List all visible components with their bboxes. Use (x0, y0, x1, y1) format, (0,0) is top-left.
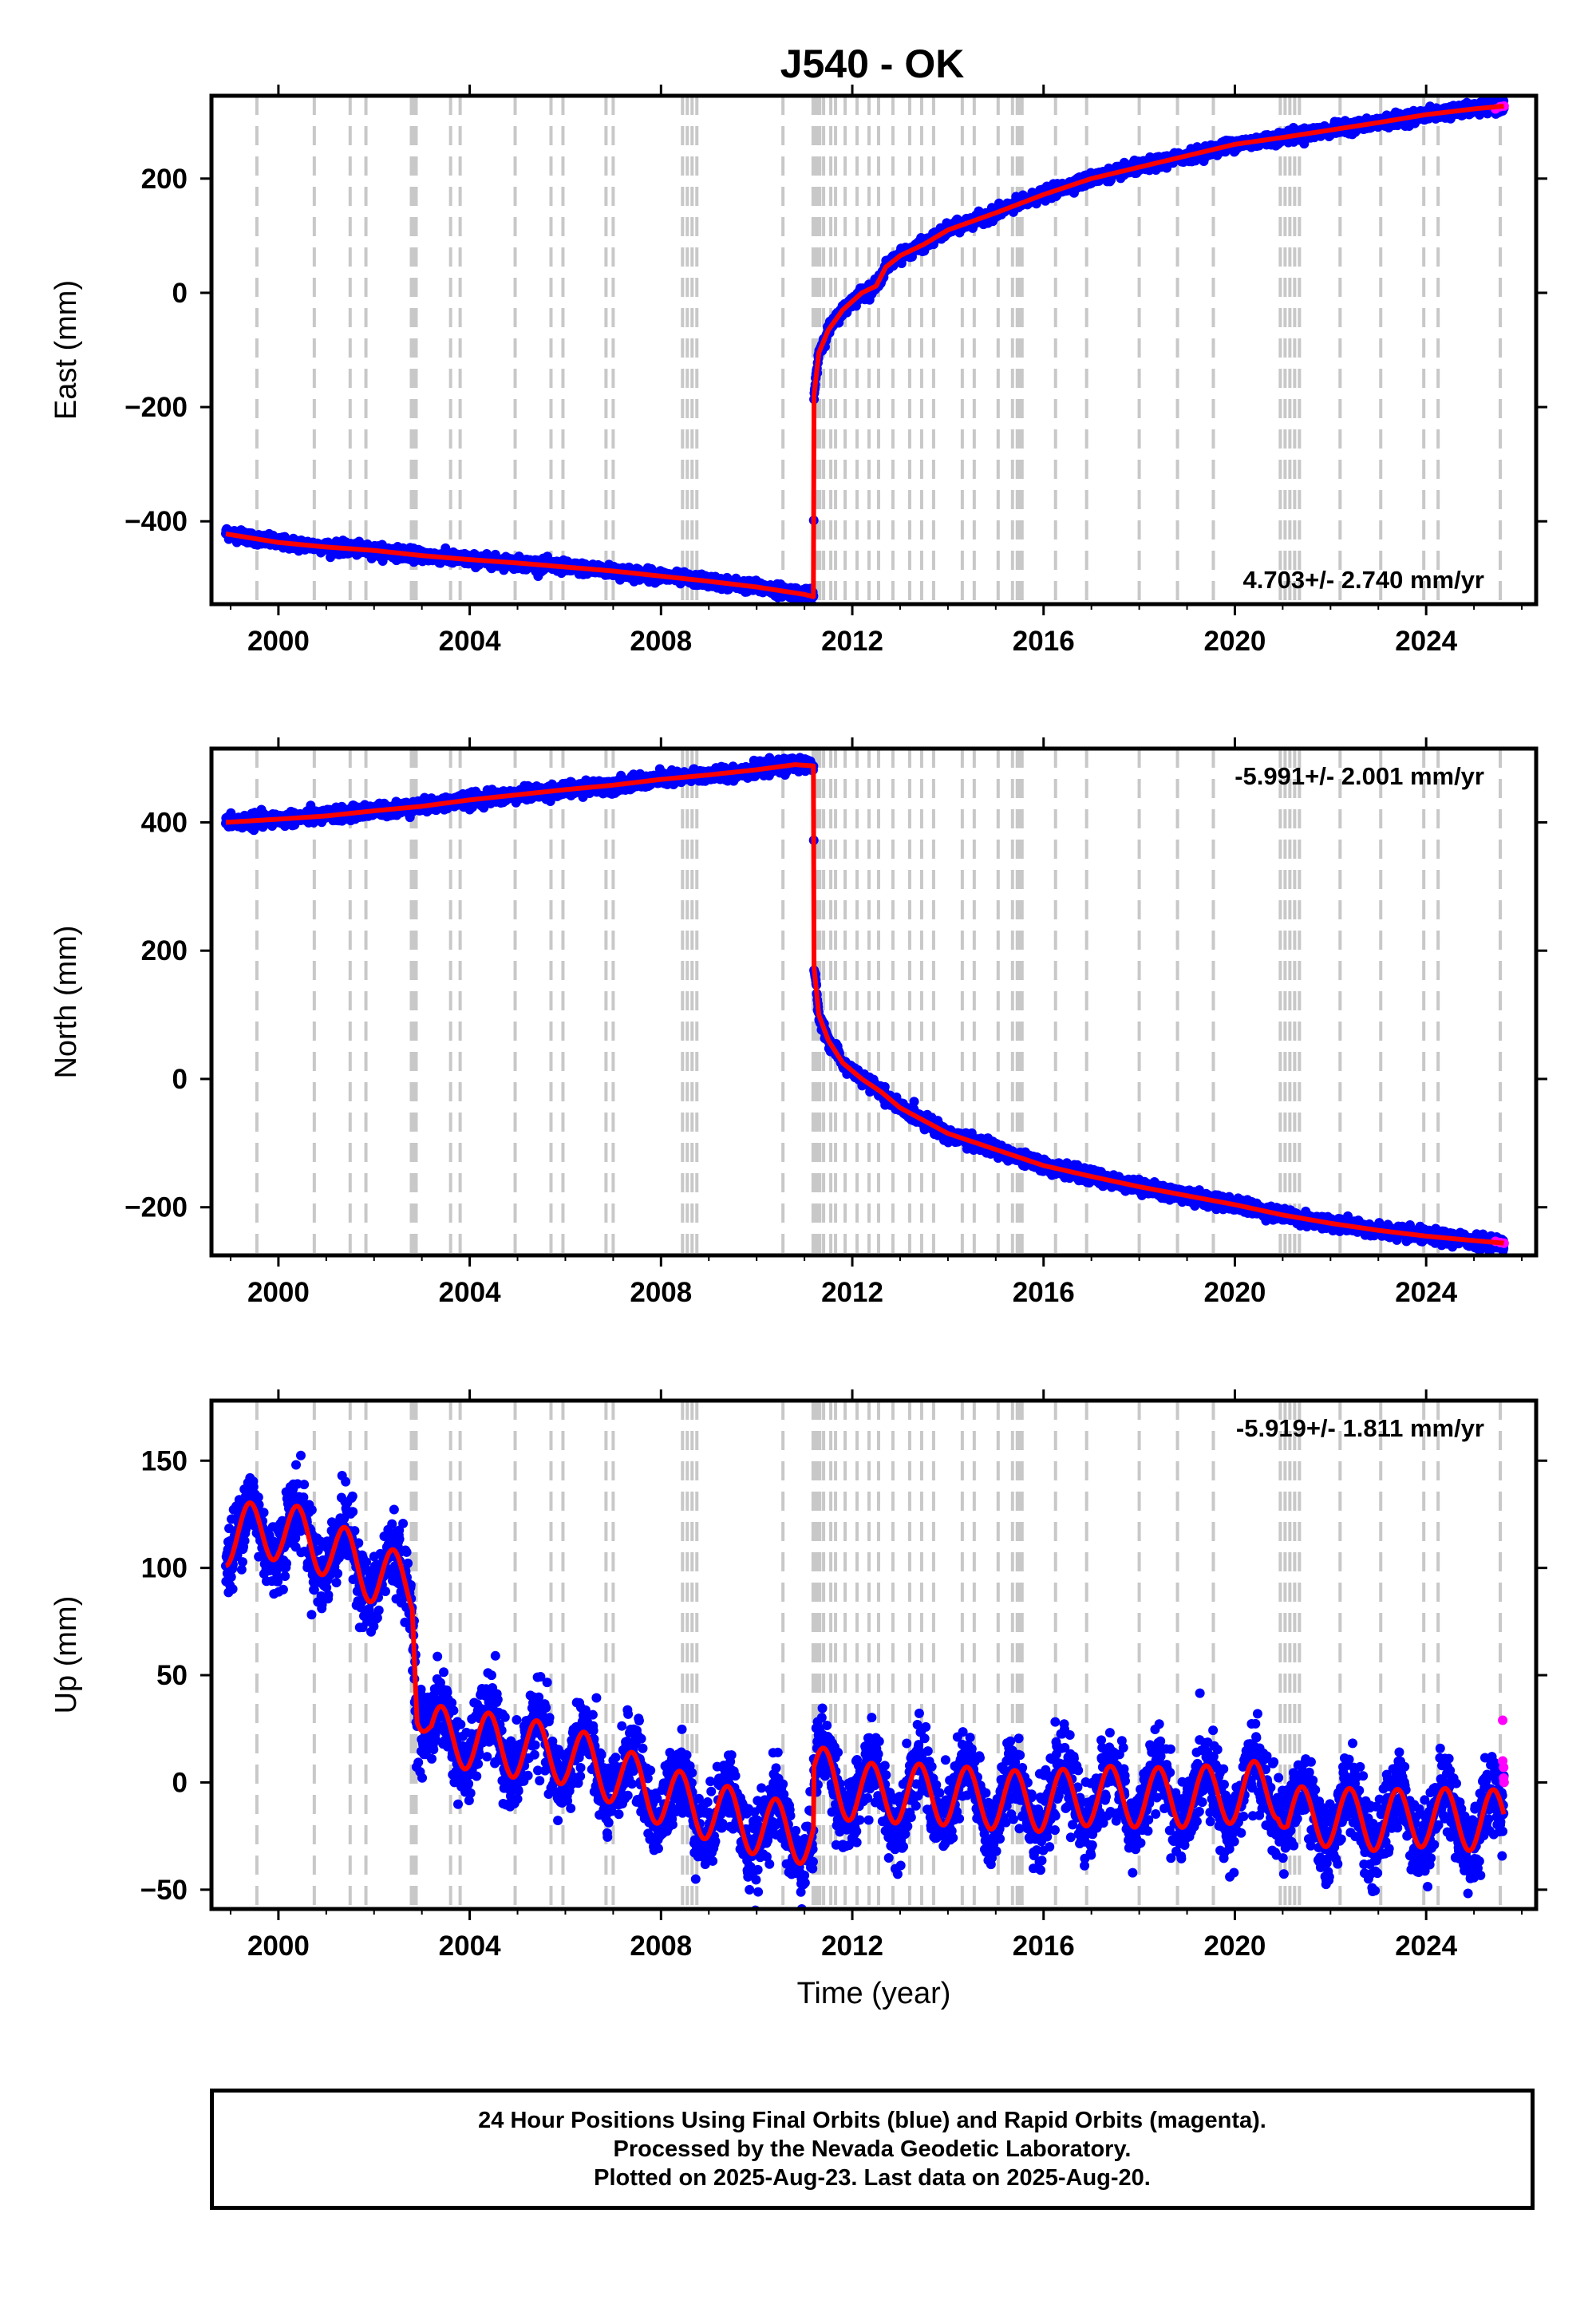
y-tick-label: −400 (124, 506, 188, 537)
x-tick-label: 2012 (821, 626, 883, 657)
plot-area-north (220, 749, 1509, 1255)
x-tick-label: 2000 (247, 626, 310, 657)
x-tick-label: 2020 (1204, 626, 1266, 657)
x-tick-label: 2004 (439, 626, 501, 657)
panel-north: 2000 2004 2008 2012 2016 2020 2024−2000200400N… (49, 737, 1547, 1308)
rate-label: 4.703+/- 2.740 mm/yr (1243, 566, 1484, 594)
x-tick-label: 2016 (1013, 626, 1075, 657)
y-tick-label: 0 (172, 278, 188, 309)
plot-area-east (220, 96, 1509, 604)
y-tick-label: −200 (124, 392, 188, 423)
panel-east: 2000 2004 2008 2012 2016 2020 2024 −400 −200 0 200… (49, 85, 1547, 657)
y-tick-label: 200 (141, 164, 188, 195)
x-tick-label: 2008 (630, 626, 692, 657)
figure-title: J540 - OK (780, 41, 965, 86)
y-axis-label: East (mm) (49, 280, 83, 420)
x-tick-label: 2024 (1395, 626, 1457, 657)
